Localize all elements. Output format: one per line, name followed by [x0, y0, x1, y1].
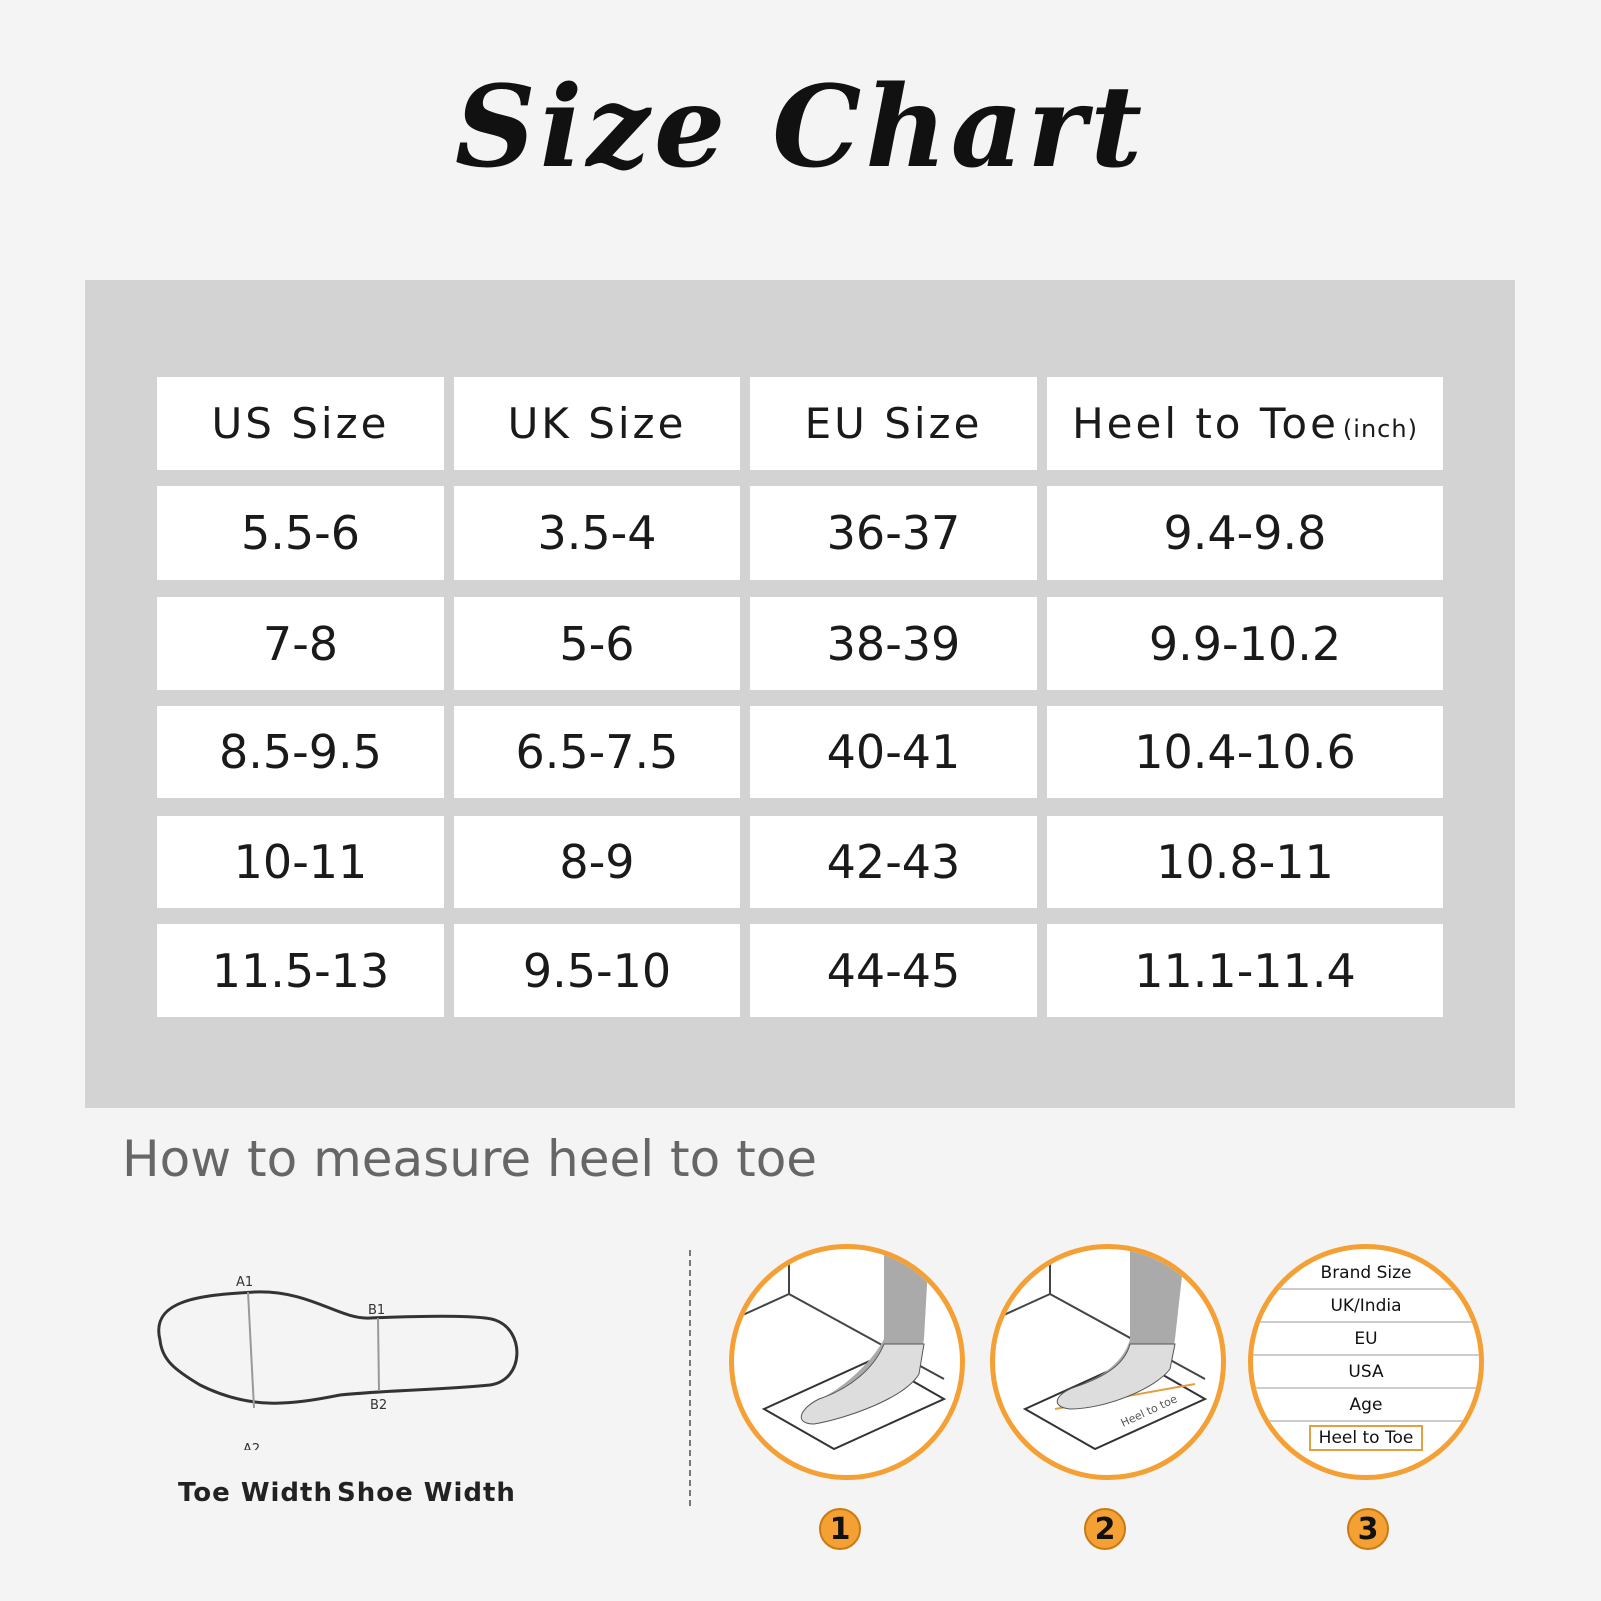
- table-cell: 5.5-6: [157, 486, 444, 580]
- table-cell: 40-41: [750, 706, 1037, 798]
- header-label: Heel to Toe: [1072, 399, 1339, 448]
- toe-width-label: Toe Width: [178, 1478, 333, 1508]
- step-1-illustration: [729, 1244, 965, 1480]
- point-a1: A1: [236, 1275, 253, 1290]
- header-unit: (inch): [1342, 414, 1418, 443]
- table-cell: 9.4-9.8: [1047, 486, 1443, 580]
- size-table-row: EU: [1253, 1323, 1479, 1356]
- row-label: Age: [1349, 1395, 1383, 1415]
- page-title: Size Chart: [454, 62, 1147, 193]
- table-cell: 36-37: [750, 486, 1037, 580]
- table-cell: 5-6: [454, 597, 740, 690]
- table-cell: 9.9-10.2: [1047, 597, 1443, 690]
- header-label: US Size: [211, 399, 390, 448]
- shoe-sole-diagram: A1 A2 B1 B2: [157, 1275, 519, 1450]
- point-b1: B1: [368, 1303, 385, 1318]
- divider: [689, 1250, 691, 1506]
- shoe-width-label: Shoe Width: [337, 1478, 516, 1508]
- row-label: EU: [1354, 1329, 1378, 1349]
- table-cell: 42-43: [750, 816, 1037, 908]
- size-table-row: UK/India: [1253, 1290, 1479, 1323]
- size-table-row: USA: [1253, 1356, 1479, 1389]
- table-cell: 44-45: [750, 924, 1037, 1017]
- table-cell: 38-39: [750, 597, 1037, 690]
- point-a2: A2: [243, 1442, 260, 1450]
- table-cell: 8-9: [454, 816, 740, 908]
- header-label: UK Size: [507, 399, 687, 448]
- step-3-size-table: Brand Size UK/India EU USA Age Heel to Toe: [1248, 1244, 1484, 1480]
- step-2-badge: 2: [1084, 1508, 1126, 1550]
- table-header-cell: US Size: [157, 377, 444, 470]
- table-cell: 8.5-9.5: [157, 706, 444, 798]
- row-label: Heel to Toe: [1308, 1425, 1424, 1451]
- table-cell: 7-8: [157, 597, 444, 690]
- measure-heading: How to measure heel to toe: [122, 1130, 818, 1188]
- row-label: USA: [1348, 1362, 1384, 1382]
- table-cell: 11.1-11.4: [1047, 924, 1443, 1017]
- size-table-row: Brand Size: [1253, 1257, 1479, 1290]
- table-cell: 11.5-13: [157, 924, 444, 1017]
- table-cell: 10-11: [157, 816, 444, 908]
- header-label: EU Size: [804, 399, 983, 448]
- table-cell: 10.8-11: [1047, 816, 1443, 908]
- size-table-row: Heel to Toe: [1253, 1422, 1479, 1455]
- row-label: UK/India: [1330, 1296, 1402, 1316]
- foot-measure-icon: Heel to toe: [995, 1249, 1208, 1451]
- step-1-badge: 1: [819, 1508, 861, 1550]
- size-table-row: Age: [1253, 1389, 1479, 1422]
- step-3-badge: 3: [1347, 1508, 1389, 1550]
- step-2-illustration: Heel to toe: [990, 1244, 1226, 1480]
- table-cell: 9.5-10: [454, 924, 740, 1017]
- point-b2: B2: [370, 1398, 387, 1413]
- table-cell: 6.5-7.5: [454, 706, 740, 798]
- table-cell: 10.4-10.6: [1047, 706, 1443, 798]
- row-label: Brand Size: [1320, 1263, 1412, 1283]
- foot-on-paper-icon: [734, 1249, 947, 1451]
- table-header-cell: UK Size: [454, 377, 740, 470]
- table-header-cell: Heel to Toe (inch): [1047, 377, 1443, 470]
- table-header-cell: EU Size: [750, 377, 1037, 470]
- table-cell: 3.5-4: [454, 486, 740, 580]
